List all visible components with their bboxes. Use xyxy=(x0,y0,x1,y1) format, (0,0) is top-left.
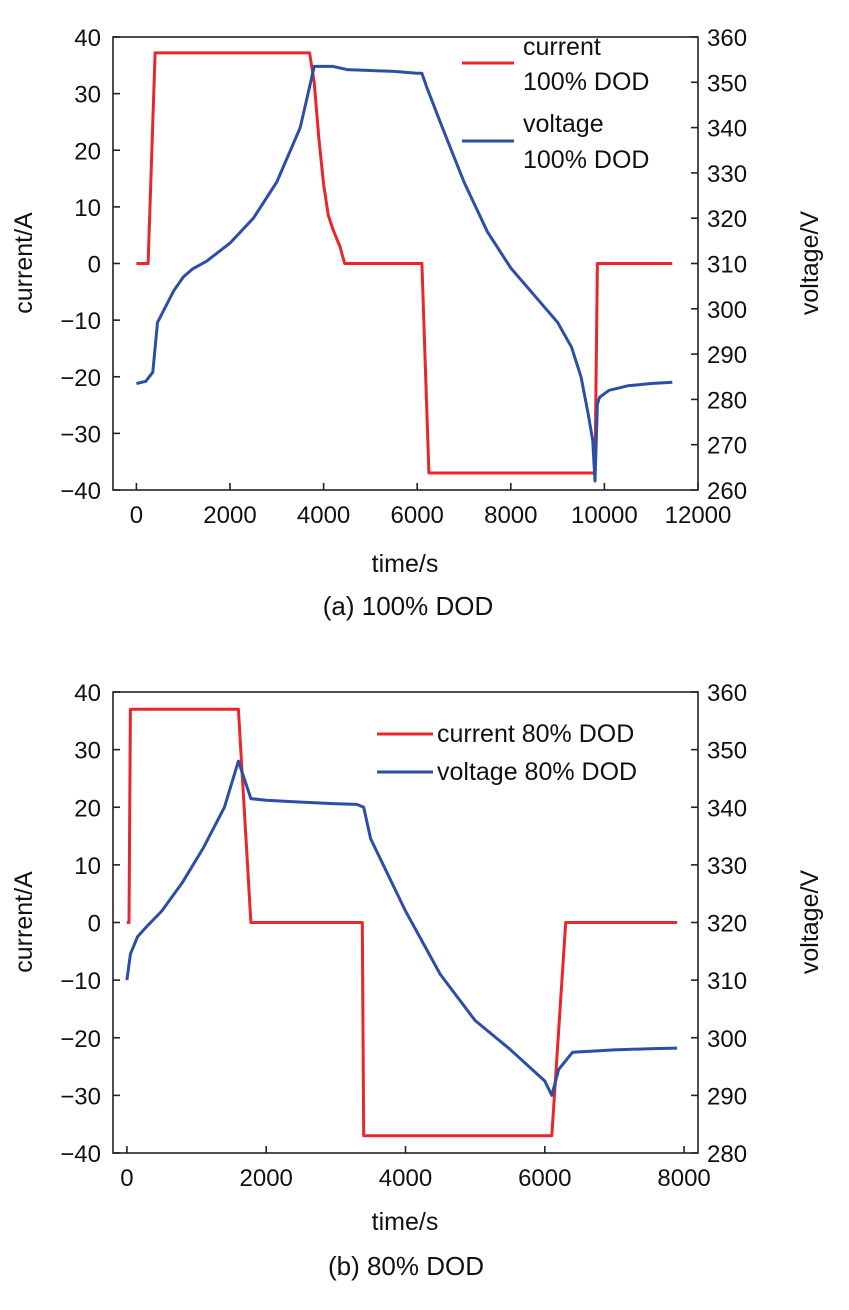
panel-b-series xyxy=(125,707,678,1138)
panel-a-legend-current-label-1: current xyxy=(523,33,601,61)
panel-a-y2-axis-label: voltage/V xyxy=(796,211,824,316)
panel-a-x-tick-label: 2000 xyxy=(203,502,256,529)
panel-a-y-tick-label: 0 xyxy=(88,252,101,279)
panel-b-x-tick-label: 4000 xyxy=(379,1165,432,1192)
panel-b-ticks: 0 2000 4000 6000 8000 40 30 20 10 0 −10 −20 −30 −40 36… xyxy=(60,680,747,1192)
panel-a-y2-tick-label: 340 xyxy=(707,116,747,143)
panel-a-y2-tick-label: 320 xyxy=(707,206,747,233)
panel-a-y2-tick-label: 280 xyxy=(707,387,747,414)
panel-b-y2-tick-label: 320 xyxy=(707,911,747,938)
panel-a-y2-tick-label: 310 xyxy=(707,252,747,279)
panel-b-x-tick-label: 8000 xyxy=(657,1165,710,1192)
panel-a-y-tick-label: −10 xyxy=(60,308,101,335)
panel-a-current-line xyxy=(136,51,673,475)
panel-a-legend-voltage-label-2: 100% DOD xyxy=(523,146,649,174)
panel-b-x-axis-label: time/s xyxy=(372,1208,439,1236)
panel-a-y2-tick-label: 260 xyxy=(707,478,747,505)
panel-a-x-tick-label: 8000 xyxy=(484,502,537,529)
panel-b-y2-tick-label: 290 xyxy=(707,1083,747,1110)
panel-b: 0 2000 4000 6000 8000 40 30 20 10 0 −10 −20 −30 −40 36… xyxy=(10,680,824,1281)
panel-a-y2-tick-label: 350 xyxy=(707,70,747,97)
panel-b-y-tick-label: −20 xyxy=(60,1026,101,1053)
panel-b-x-tick-label: 2000 xyxy=(240,1165,293,1192)
panel-a-y2-tick-label: 300 xyxy=(707,297,747,324)
panel-a-y-tick-label: 10 xyxy=(74,195,101,222)
panel-b-y-axis-label: current/A xyxy=(10,871,38,973)
panel-b-y2-tick-label: 340 xyxy=(707,795,747,822)
panel-a-y2-tick-label: 270 xyxy=(707,433,747,460)
panel-b-legend-voltage-label: voltage 80% DOD xyxy=(437,758,637,786)
panel-b-y-tick-label: 30 xyxy=(74,738,101,765)
panel-b-voltage-line xyxy=(125,759,678,1097)
panel-b-y-tick-label: −10 xyxy=(60,968,101,995)
panel-b-y-tick-label: 0 xyxy=(88,911,101,938)
panel-a-x-tick-label: 12000 xyxy=(665,502,732,529)
panel-b-y2-axis-label: voltage/V xyxy=(796,870,824,975)
panel-a-legend-voltage-label-1: voltage xyxy=(523,110,604,138)
panel-a-y-tick-label: 30 xyxy=(74,82,101,109)
panel-a-legend: current 100% DOD voltage 100% DOD xyxy=(462,33,649,174)
panel-b-y-tick-label: 40 xyxy=(74,680,101,707)
panel-b-x-tick-label: 0 xyxy=(120,1165,133,1192)
panel-b-y-tick-label: −40 xyxy=(60,1141,101,1168)
panel-b-legend-current-label: current 80% DOD xyxy=(437,720,634,748)
panel-a-series xyxy=(136,51,673,483)
panel-a-y-tick-label: 40 xyxy=(74,25,101,52)
panel-b-y-tick-label: 10 xyxy=(74,853,101,880)
panel-a-y-tick-label: −30 xyxy=(60,421,101,448)
panel-a-y-tick-label: −40 xyxy=(60,478,101,505)
panel-b-y2-tick-label: 330 xyxy=(707,853,747,880)
panel-b-y2-tick-label: 280 xyxy=(707,1141,747,1168)
panel-a-y-tick-label: 20 xyxy=(74,138,101,165)
panel-a-x-tick-label: 6000 xyxy=(391,502,444,529)
panel-b-legend: current 80% DOD voltage 80% DOD xyxy=(377,720,637,786)
panel-a-legend-current-label-2: 100% DOD xyxy=(523,68,649,96)
panel-b-caption: (b) 80% DOD xyxy=(328,1251,484,1281)
panel-b-y2-tick-label: 350 xyxy=(707,738,747,765)
panel-a-y-tick-label: −20 xyxy=(60,365,101,392)
panel-a-y2-tick-label: 330 xyxy=(707,161,747,188)
panel-a-x-tick-label: 10000 xyxy=(571,502,638,529)
panel-b-current-line xyxy=(126,707,678,1138)
panel-a-x-tick-label: 4000 xyxy=(297,502,350,529)
panel-b-x-tick-label: 6000 xyxy=(518,1165,571,1192)
panel-a-y2-tick-label: 360 xyxy=(707,25,747,52)
panel-a-ticks: 0 2000 4000 6000 8000 10000 12000 40 30 20 10 0 −10 −… xyxy=(60,25,747,529)
panel-b-y-tick-label: 20 xyxy=(74,795,101,822)
panel-a-caption: (a) 100% DOD xyxy=(323,591,494,621)
panel-b-y2-tick-label: 300 xyxy=(707,1026,747,1053)
panel-a-x-tick-label: 0 xyxy=(130,502,143,529)
panel-a-x-axis-label: time/s xyxy=(372,550,439,578)
panel-a-y2-tick-label: 290 xyxy=(707,342,747,369)
panel-a: 0 2000 4000 6000 8000 10000 12000 40 30 20 10 0 −10 −… xyxy=(10,25,824,621)
panel-a-voltage-line xyxy=(136,64,673,483)
panel-b-y2-tick-label: 310 xyxy=(707,968,747,995)
panel-a-y-axis-label: current/A xyxy=(10,212,38,314)
panel-b-y2-tick-label: 360 xyxy=(707,680,747,707)
panel-b-y-tick-label: −30 xyxy=(60,1083,101,1110)
